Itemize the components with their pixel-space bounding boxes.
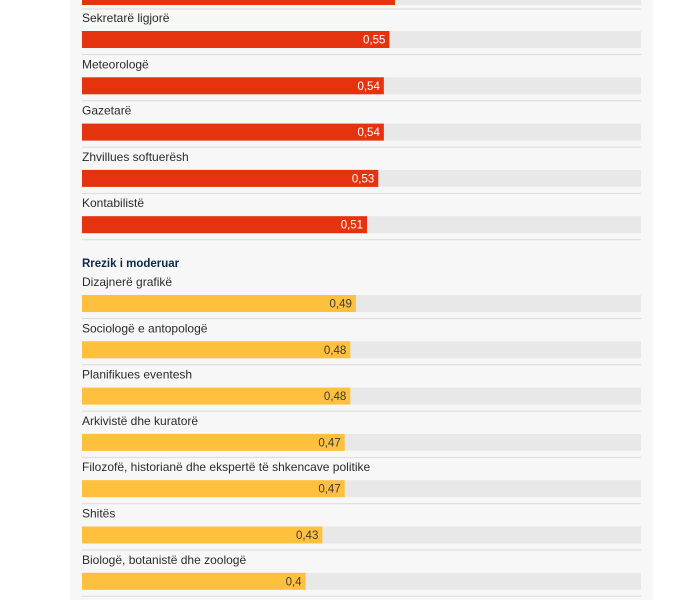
bar-high-1 bbox=[82, 77, 384, 95]
bar-category-label: Sekretarë ligjorë bbox=[82, 11, 170, 25]
bar-category-label: Shitës bbox=[82, 507, 115, 521]
bar-value-label: 0,53 bbox=[352, 173, 374, 185]
bar-high-0 bbox=[82, 31, 390, 48]
bar-category-label: Filozofë, historianë dhe ekspertë të shk… bbox=[82, 460, 370, 474]
bar-value-label: 0,48 bbox=[324, 345, 346, 357]
bar-category-label: Meteorologë bbox=[82, 57, 149, 71]
bar-moderate-3 bbox=[82, 433, 345, 451]
bar-moderate-4 bbox=[82, 480, 345, 498]
bar-category-label: Kontabilistë bbox=[82, 196, 144, 210]
bar-value-label: 0,55 bbox=[363, 35, 385, 47]
bar-category-label: Dizajnerë grafikë bbox=[82, 275, 172, 289]
bar-value-label: 0,49 bbox=[330, 299, 352, 311]
bar-value-label: 0,54 bbox=[357, 81, 380, 93]
bar-moderate-2 bbox=[82, 387, 351, 405]
bar-moderate-6 bbox=[82, 572, 306, 590]
bar-value-label: 0,51 bbox=[341, 220, 363, 232]
bar-category-label: Planifikues eventesh bbox=[82, 368, 192, 382]
bar-value-label: 0,43 bbox=[296, 530, 318, 542]
bar-category-label: Gazetarë bbox=[82, 104, 132, 118]
bar-moderate-5 bbox=[82, 526, 323, 544]
bar-high-4 bbox=[82, 216, 368, 234]
bar-high-partial bbox=[82, 0, 396, 5]
bar-category-label: Sociologë e antopologë bbox=[82, 321, 208, 335]
bar-value-label: 0,48 bbox=[324, 391, 346, 403]
bar-high-3 bbox=[82, 169, 379, 187]
section-title: Rrezik i moderuar bbox=[82, 258, 180, 270]
bar-value-label: 0,47 bbox=[318, 484, 340, 496]
bar-category-label: Zhvillues softuerësh bbox=[82, 150, 189, 164]
bar-moderate-1 bbox=[82, 341, 351, 359]
bar-category-label: Arkivistë dhe kuratorë bbox=[82, 414, 198, 428]
bar-moderate-0 bbox=[82, 295, 356, 312]
bar-value-label: 0,4 bbox=[286, 576, 303, 588]
bar-category-label: Biologë, botanistë dhe zoologë bbox=[82, 553, 246, 567]
bar-value-label: 0,47 bbox=[318, 437, 340, 449]
bar-high-2 bbox=[82, 123, 384, 141]
bar-value-label: 0,54 bbox=[357, 127, 380, 139]
